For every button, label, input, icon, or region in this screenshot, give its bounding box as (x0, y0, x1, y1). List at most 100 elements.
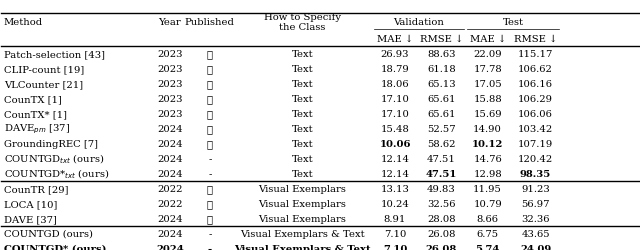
Text: 2023: 2023 (157, 80, 182, 88)
Text: RMSE ↓: RMSE ↓ (514, 35, 557, 43)
Text: 18.06: 18.06 (381, 80, 410, 88)
Text: 32.56: 32.56 (427, 199, 456, 208)
Text: 11.95: 11.95 (473, 184, 502, 193)
Text: 2024: 2024 (157, 214, 183, 223)
Text: ✓: ✓ (207, 80, 213, 88)
Text: 47.51: 47.51 (427, 154, 456, 163)
Text: -: - (208, 244, 212, 250)
Text: 65.13: 65.13 (427, 80, 456, 88)
Text: ✓: ✓ (207, 184, 213, 193)
Text: 12.98: 12.98 (473, 169, 502, 178)
Text: GroundingREC [7]: GroundingREC [7] (4, 139, 98, 148)
Text: 8.66: 8.66 (477, 214, 499, 223)
Text: 17.10: 17.10 (381, 109, 410, 118)
Text: 47.51: 47.51 (426, 169, 457, 178)
Text: ✓: ✓ (207, 50, 213, 58)
Text: ✓: ✓ (207, 109, 213, 118)
Text: 10.24: 10.24 (381, 199, 410, 208)
Text: Year: Year (159, 18, 181, 27)
Text: -: - (208, 154, 212, 163)
Text: 2024: 2024 (156, 244, 184, 250)
Text: 6.75: 6.75 (477, 229, 499, 238)
Text: 88.63: 88.63 (427, 50, 456, 58)
Text: COUNTGD*$_{txt}$ (ours): COUNTGD*$_{txt}$ (ours) (4, 167, 109, 180)
Text: CounTR [29]: CounTR [29] (4, 184, 68, 193)
Text: Text: Text (292, 139, 313, 148)
Text: Published: Published (185, 18, 235, 27)
Text: 17.78: 17.78 (473, 64, 502, 74)
Text: 26.08: 26.08 (426, 244, 457, 250)
Text: 2022: 2022 (157, 184, 182, 193)
Text: DAVE$_{pm}$ [37]: DAVE$_{pm}$ [37] (4, 122, 70, 136)
Text: 58.62: 58.62 (427, 139, 456, 148)
Text: -: - (208, 229, 212, 238)
Text: ✓: ✓ (207, 94, 213, 103)
Text: Text: Text (292, 94, 313, 103)
Text: ✓: ✓ (207, 64, 213, 74)
Text: COUNTGD* (ours): COUNTGD* (ours) (4, 244, 106, 250)
Text: How to Specify
the Class: How to Specify the Class (264, 13, 341, 32)
Text: 2023: 2023 (157, 94, 182, 103)
Text: 5.74: 5.74 (476, 244, 500, 250)
Text: 24.09: 24.09 (520, 244, 551, 250)
Text: 103.42: 103.42 (518, 124, 553, 133)
Text: 12.14: 12.14 (381, 169, 410, 178)
Text: 2024: 2024 (157, 229, 183, 238)
Text: 15.69: 15.69 (474, 109, 502, 118)
Text: ✗: ✗ (207, 124, 213, 133)
Text: LOCA [10]: LOCA [10] (4, 199, 57, 208)
Text: 52.57: 52.57 (427, 124, 456, 133)
Text: 120.42: 120.42 (518, 154, 553, 163)
Text: Visual Exemplars & Text: Visual Exemplars & Text (240, 229, 365, 238)
Text: 2024: 2024 (157, 139, 183, 148)
Text: 22.09: 22.09 (474, 50, 502, 58)
Text: 13.13: 13.13 (381, 184, 410, 193)
Text: 61.18: 61.18 (427, 64, 456, 74)
Text: Text: Text (292, 80, 313, 88)
Text: 107.19: 107.19 (518, 139, 553, 148)
Text: Text: Text (292, 169, 313, 178)
Text: 15.48: 15.48 (381, 124, 410, 133)
Text: 17.10: 17.10 (381, 94, 410, 103)
Text: ✗: ✗ (207, 139, 213, 148)
Text: Text: Text (292, 154, 313, 163)
Text: RMSE ↓: RMSE ↓ (420, 35, 463, 43)
Text: 65.61: 65.61 (427, 109, 456, 118)
Text: 18.79: 18.79 (381, 64, 410, 74)
Text: 106.62: 106.62 (518, 64, 553, 74)
Text: 2024: 2024 (157, 169, 183, 178)
Text: CounTX* [1]: CounTX* [1] (4, 109, 67, 118)
Text: 106.16: 106.16 (518, 80, 553, 88)
Text: Patch-selection [43]: Patch-selection [43] (4, 50, 105, 58)
Text: Visual Exemplars: Visual Exemplars (259, 199, 346, 208)
Text: 2023: 2023 (157, 50, 182, 58)
Text: Text: Text (292, 50, 313, 58)
Text: 10.06: 10.06 (380, 139, 411, 148)
Text: 2023: 2023 (157, 64, 182, 74)
Text: 2023: 2023 (157, 109, 182, 118)
Text: 2024: 2024 (157, 154, 183, 163)
Text: Test: Test (502, 18, 524, 27)
Text: COUNTGD$_{txt}$ (ours): COUNTGD$_{txt}$ (ours) (4, 152, 104, 166)
Text: 10.79: 10.79 (473, 199, 502, 208)
Text: ✓: ✓ (207, 199, 213, 208)
Text: -: - (208, 169, 212, 178)
Text: COUNTGD (ours): COUNTGD (ours) (4, 229, 93, 238)
Text: CLIP-count [19]: CLIP-count [19] (4, 64, 84, 74)
Text: 8.91: 8.91 (384, 214, 406, 223)
Text: VLCounter [21]: VLCounter [21] (4, 80, 83, 88)
Text: 15.88: 15.88 (473, 94, 502, 103)
Text: Text: Text (292, 124, 313, 133)
Text: 12.14: 12.14 (381, 154, 410, 163)
Text: Method: Method (4, 18, 43, 27)
Text: 7.10: 7.10 (384, 229, 406, 238)
Text: 2024: 2024 (157, 124, 183, 133)
Text: Visual Exemplars: Visual Exemplars (259, 184, 346, 193)
Text: 98.35: 98.35 (520, 169, 551, 178)
Text: 91.23: 91.23 (521, 184, 550, 193)
Text: 10.12: 10.12 (472, 139, 503, 148)
Text: 56.97: 56.97 (522, 199, 550, 208)
Text: 2022: 2022 (157, 199, 182, 208)
Text: Visual Exemplars & Text: Visual Exemplars & Text (234, 244, 371, 250)
Text: 49.83: 49.83 (427, 184, 456, 193)
